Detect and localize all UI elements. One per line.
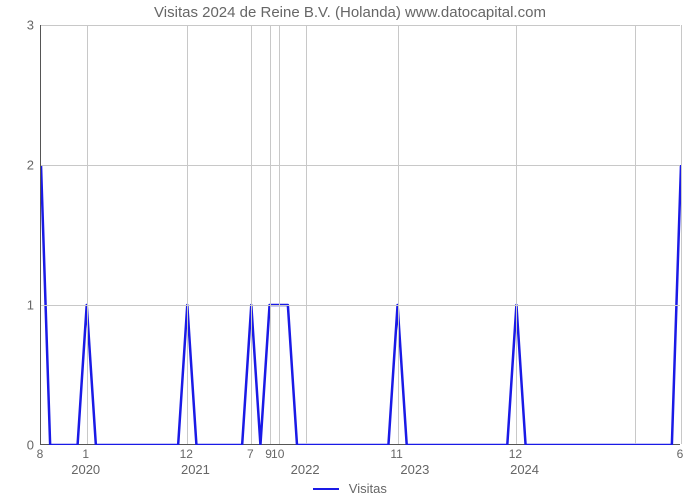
x-axis-year-label: 2021 [181, 462, 210, 477]
gridline-vertical [306, 25, 307, 444]
gridline-vertical [681, 25, 682, 444]
gridline-vertical [187, 25, 188, 444]
gridline-vertical [270, 25, 271, 444]
x-axis-month-label: 11 [390, 447, 402, 461]
x-axis-month-label: 10 [271, 447, 284, 461]
x-axis-month-label: 7 [247, 447, 254, 461]
gridline-vertical [516, 25, 517, 444]
x-axis-month-label: 6 [677, 447, 684, 461]
chart-container: Visitas 2024 de Reine B.V. (Holanda) www… [0, 0, 700, 500]
legend-label: Visitas [349, 481, 387, 496]
gridline-horizontal [41, 305, 680, 306]
gridline-vertical [251, 25, 252, 444]
gridline-horizontal [41, 165, 680, 166]
gridline-vertical [279, 25, 280, 444]
chart-title: Visitas 2024 de Reine B.V. (Holanda) www… [0, 4, 700, 21]
plot-area [40, 25, 680, 445]
x-axis-month-label: 12 [509, 447, 522, 461]
x-axis-month-label: 1 [82, 447, 89, 461]
x-axis-year-label: 2024 [510, 462, 539, 477]
gridline-vertical [635, 25, 636, 444]
gridline-vertical [398, 25, 399, 444]
y-axis-tick-label: 0 [0, 438, 34, 453]
y-axis-tick-label: 2 [0, 158, 34, 173]
y-axis-tick-label: 3 [0, 18, 34, 33]
gridline-vertical [87, 25, 88, 444]
x-axis-year-label: 2020 [71, 462, 100, 477]
legend-swatch [313, 488, 339, 490]
y-axis-tick-label: 1 [0, 298, 34, 313]
x-axis-month-label: 12 [180, 447, 193, 461]
gridline-horizontal [41, 25, 680, 26]
x-axis-year-label: 2023 [400, 462, 429, 477]
line-series-svg [41, 25, 681, 445]
x-axis-month-label: 8 [37, 447, 44, 461]
legend: Visitas [0, 480, 700, 496]
x-axis-year-label: 2022 [291, 462, 320, 477]
